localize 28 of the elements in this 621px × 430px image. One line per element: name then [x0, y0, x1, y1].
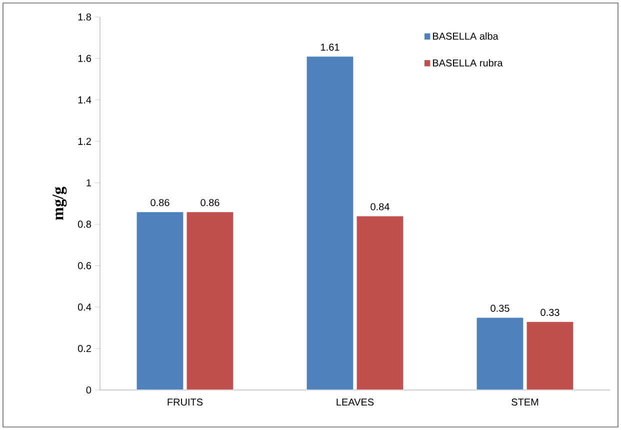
- bar: [356, 216, 404, 390]
- bar: [306, 56, 354, 390]
- bar: [136, 211, 184, 390]
- x-tick-label: FRUITS: [168, 398, 203, 406]
- data-label: 0.86: [150, 199, 170, 206]
- x-tick-label: LEAVES: [336, 398, 374, 406]
- data-label: 0.84: [370, 203, 390, 210]
- legend-label: BASELLA rubra: [433, 59, 503, 66]
- bar: [186, 211, 234, 390]
- data-label: 0.86: [200, 199, 220, 206]
- y-tick-label: 0.2: [78, 345, 91, 352]
- data-label: 0.33: [540, 308, 560, 316]
- y-tick-label: 1.2: [78, 138, 91, 145]
- bar: [476, 317, 524, 390]
- y-tick-label: 0.6: [78, 262, 92, 270]
- y-tick-label: 1.4: [78, 96, 92, 104]
- data-label: 0.35: [490, 304, 510, 312]
- y-tick-label: 1.8: [78, 13, 92, 21]
- y-tick-label: 0: [86, 386, 92, 394]
- y-axis-title: mg/g: [52, 186, 67, 220]
- y-tick-label: 1.6: [78, 54, 92, 62]
- bar: [526, 321, 574, 390]
- y-tick-label: 1: [86, 179, 91, 186]
- x-tick-label: STEM: [512, 398, 538, 406]
- y-tick-label: 0.8: [78, 220, 92, 228]
- legend-label: BASELLA alba: [433, 32, 498, 40]
- y-tick-label: 0.4: [78, 304, 92, 311]
- data-label: 1.61: [321, 44, 340, 51]
